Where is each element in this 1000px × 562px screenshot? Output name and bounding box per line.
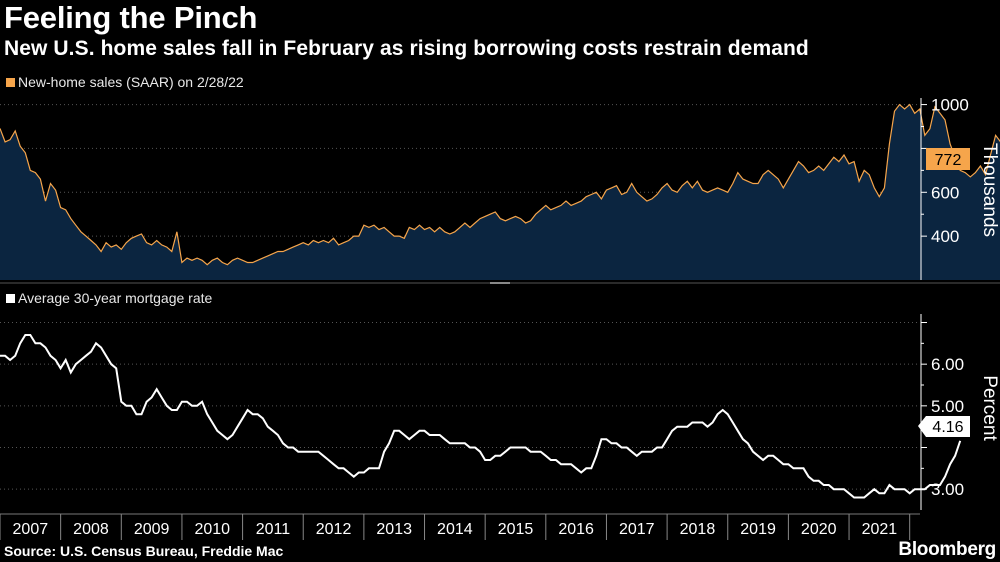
sales-last-value-badge: 772 <box>926 148 970 170</box>
legend-label-sales: New-home sales (SAAR) on 2/28/22 <box>18 74 244 90</box>
source-note: Source: U.S. Census Bureau, Freddie Mac <box>4 543 284 559</box>
bottom-panel-gridlines <box>0 322 920 490</box>
x-year-label: 2008 <box>73 521 109 538</box>
top-y-tick-label: 1000 <box>931 96 969 115</box>
top-panel-y-axis: 400 600 1000 <box>920 96 969 280</box>
x-year-label: 2017 <box>619 521 655 538</box>
brand-logo-text: Bloomberg <box>898 539 996 560</box>
x-year-label: 2019 <box>740 521 776 538</box>
mortgage-series-line <box>0 334 962 499</box>
x-year-label: 2015 <box>498 521 534 538</box>
top-y-tick-label: 400 <box>931 227 959 246</box>
top-y-axis-label: Thousands <box>979 143 1000 237</box>
x-year-label: 2016 <box>558 521 594 538</box>
x-year-label: 2009 <box>134 521 170 538</box>
bottom-y-axis-label: Percent <box>979 375 1000 441</box>
x-year-label: 2020 <box>801 521 837 538</box>
x-year-label: 2014 <box>437 521 473 538</box>
top-y-tick-label: 600 <box>931 183 959 202</box>
sales-series-line <box>0 103 1000 266</box>
chart-subtitle: New U.S. home sales fall in February as … <box>4 37 809 60</box>
legend-label-mortgage: Average 30-year mortgage rate <box>18 290 213 306</box>
x-year-label: 2021 <box>862 521 898 538</box>
x-year-label: 2018 <box>680 521 716 538</box>
x-year-label: 2007 <box>13 521 49 538</box>
bottom-panel-y-axis: 3.00 5.00 6.00 <box>920 314 964 510</box>
sales-badge-bg <box>926 148 970 170</box>
sales-area-fill <box>0 104 1000 280</box>
legend-swatch-sales <box>6 77 15 87</box>
x-year-label: 2010 <box>194 521 230 538</box>
mortgage-badge-bg <box>918 416 970 437</box>
x-axis: 2007 2008 2009 2010 2011 2012 2013 2014 2015 2016… <box>0 513 920 540</box>
legend-swatch-mortgage <box>6 293 15 303</box>
bottom-y-tick-label: 5.00 <box>931 397 964 416</box>
legend-new-home-sales: New-home sales (SAAR) on 2/28/22 <box>6 74 244 90</box>
chart-title: Feeling the Pinch <box>4 0 258 35</box>
bottom-y-tick-label: 6.00 <box>931 355 964 374</box>
sales-badge-text: 772 <box>935 152 962 169</box>
x-year-label: 2013 <box>376 521 412 538</box>
bottom-y-tick-label: 3.00 <box>931 480 964 499</box>
mortgage-last-value-badge: 4.16 <box>918 416 970 437</box>
legend-mortgage-rate: Average 30-year mortgage rate <box>6 290 212 306</box>
x-year-label: 2011 <box>256 521 291 538</box>
mortgage-badge-text: 4.16 <box>932 419 963 436</box>
x-year-label: 2012 <box>316 521 352 538</box>
